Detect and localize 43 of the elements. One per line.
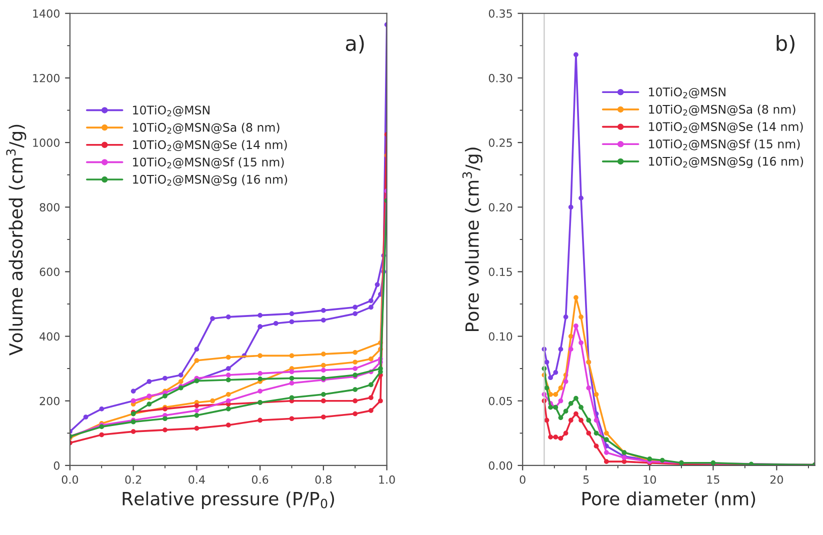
y-tick-label: 200	[40, 396, 60, 406]
legend-label: 10TiO$_{2}$@MSN@Se (14 nm)	[133, 140, 287, 152]
y-tick-label: 1400	[33, 9, 60, 18]
legend-label: 10TiO$_{2}$@MSN	[133, 105, 210, 116]
legend-label: 10TiO$_{2}$@MSN@Se (14 nm)	[649, 122, 803, 133]
x-tick-label: 15	[707, 476, 720, 484]
y-tick-label: 1000	[33, 138, 60, 147]
x-tick-label: 0.6	[252, 475, 268, 484]
y-tick-label: 0.20	[488, 203, 512, 212]
legend-label: 10TiO$_{2}$@MSN@Sf (15 nm)	[133, 157, 284, 168]
legend-label: 10TiO$_{2}$@MSN	[649, 87, 726, 98]
legend-label: 10TiO$_{2}$@MSN@Sa (8 nm)	[649, 104, 796, 116]
y-axis-title: Pore volume (cm$^{3}$/g)	[462, 148, 482, 331]
x-tick-label: 0	[520, 475, 526, 484]
y-tick-label: 0	[54, 461, 60, 470]
y-tick-label: 0.25	[488, 138, 512, 147]
annotation: a)	[346, 34, 364, 54]
x-axis-title: Pore diameter (nm)	[582, 491, 756, 508]
x-tick-label: 1.0	[379, 475, 395, 484]
x-axis-title: Relative pressure (P/P$_{0}$)	[122, 491, 334, 509]
x-tick-label: 0.2	[125, 475, 142, 484]
x-tick-label: 10	[644, 475, 656, 484]
legend-label: 10TiO$_{2}$@MSN@Sf (15 nm)	[649, 139, 800, 150]
legend-label: 10TiO$_{2}$@MSN@Sa (8 nm)	[133, 122, 280, 134]
x-tick-label: 5	[583, 476, 589, 484]
y-tick-label: 0.00	[488, 461, 512, 470]
x-tick-label: 0.0	[62, 475, 78, 484]
y-tick-label: 0.35	[488, 9, 512, 18]
y-tick-label: 400	[40, 332, 60, 341]
x-tick-label: 0.4	[188, 475, 205, 484]
y-tick-label: 1200	[33, 74, 60, 82]
y-tick-label: 0.15	[488, 268, 512, 276]
x-tick-label: 20	[770, 475, 783, 484]
y-tick-label: 800	[40, 203, 60, 212]
y-tick-label: 600	[40, 268, 60, 276]
y-tick-label: 0.05	[488, 396, 512, 406]
annotation: b)	[776, 34, 794, 54]
x-tick-label: 0.8	[315, 475, 332, 484]
y-tick-label: 0.30	[488, 74, 512, 82]
y-tick-label: 0.10	[488, 332, 512, 341]
y-axis-title: Volume adsorbed (cm$^{3}$/g)	[6, 124, 26, 356]
legend-label: 10TiO$_{2}$@MSN@Sg (16 nm)	[649, 156, 804, 168]
legend-label: 10TiO$_{2}$@MSN@Sg (16 nm)	[133, 174, 288, 186]
